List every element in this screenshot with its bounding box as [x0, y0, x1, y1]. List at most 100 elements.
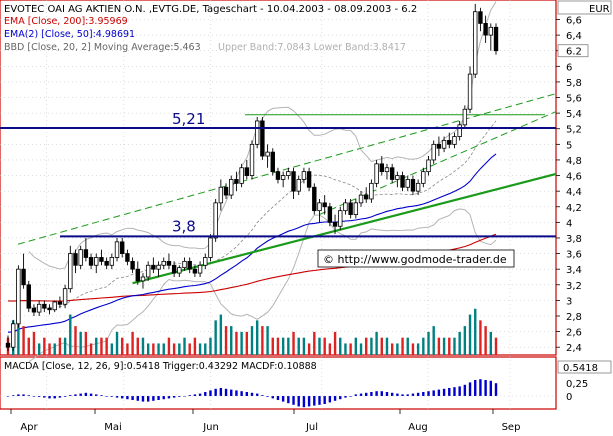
candle-body — [57, 301, 63, 305]
volume-bar — [172, 343, 176, 355]
volume-bar — [224, 326, 228, 355]
y-tick-label: 3 — [566, 296, 572, 307]
macd-bar — [453, 387, 456, 396]
macd-bar — [313, 396, 316, 406]
volume-bar — [219, 314, 223, 355]
macd-bar — [219, 388, 223, 396]
volume-bar — [141, 337, 145, 355]
y-tick-label: 3,4 — [566, 265, 582, 276]
volume-bar — [359, 343, 363, 355]
macd-bar — [126, 396, 129, 400]
volume-bar — [63, 337, 67, 355]
volume-bar — [474, 308, 477, 355]
macd-bar — [365, 392, 368, 396]
macd-bar — [323, 396, 326, 404]
volume-bar — [121, 337, 124, 355]
macd-bar — [209, 390, 212, 396]
volume-bar — [53, 343, 56, 355]
candle-body — [436, 143, 442, 149]
x-tick-label: Apr — [20, 422, 38, 433]
candle-body — [488, 26, 494, 36]
macd-bar — [484, 380, 487, 396]
macd-bar — [458, 386, 461, 396]
candle-body — [145, 264, 151, 278]
volume-bar — [146, 343, 150, 355]
y-tick-label: 3,8 — [566, 234, 582, 245]
candle-body — [395, 175, 400, 180]
volume-bar — [297, 337, 300, 355]
candle-body — [317, 202, 322, 212]
candle-body — [192, 268, 198, 274]
macd-bar — [17, 394, 20, 396]
candle-body — [389, 167, 395, 180]
candle-body — [78, 249, 83, 266]
watermark-text: © http://www.godmode-trader.de — [323, 253, 507, 266]
macd-bar — [375, 391, 378, 396]
volume-bar — [349, 343, 352, 355]
volume-bar — [48, 343, 51, 355]
x-tick-label: Jul — [305, 422, 318, 433]
macd-bar — [27, 395, 30, 396]
candle-body — [306, 171, 312, 188]
candle-body — [327, 206, 333, 223]
y-tick-label: 4,2 — [566, 203, 582, 214]
volume-bar — [58, 337, 62, 355]
candle-body — [353, 202, 359, 215]
volume-bar — [69, 314, 72, 355]
volume-bar — [152, 343, 155, 355]
volume-bar — [84, 331, 88, 355]
candle-body — [47, 307, 52, 311]
volume-bar — [255, 320, 259, 355]
candle-body — [83, 249, 89, 258]
macd-bar — [193, 394, 197, 396]
candle-body — [21, 268, 26, 286]
macd-bar — [89, 393, 93, 396]
volume-bar — [318, 337, 321, 355]
candle-body — [10, 323, 16, 348]
volume-bar — [339, 337, 342, 355]
candle-body — [218, 186, 224, 204]
macd-bar — [100, 395, 103, 396]
macd-bar — [442, 388, 446, 396]
y-tick-label: 2,8 — [566, 312, 582, 323]
candle-body — [275, 171, 281, 180]
macd-bar — [188, 395, 191, 396]
chart-text: 2,4 2,6 2,8 3 3,2 3,4 3,6 3,8 4 4,2 4,4 4,6 4,8 5 5,2 5… — [4, 0, 612, 433]
candle-body — [291, 171, 296, 192]
volume-bar — [79, 331, 82, 355]
x-tick-label: Sep — [502, 422, 521, 433]
candle-body — [265, 151, 270, 157]
volume-bar — [458, 331, 461, 355]
macd-bar — [411, 393, 415, 396]
macd-bar — [406, 394, 409, 396]
candle-body — [467, 73, 473, 110]
candle-body — [286, 171, 291, 176]
volume-bar — [328, 343, 332, 355]
volume-bar — [105, 337, 108, 355]
candle-body — [260, 120, 265, 157]
moving-average — [28, 120, 497, 308]
axes — [10, 19, 560, 414]
macd-bar — [302, 396, 306, 408]
candle-body — [130, 260, 135, 270]
volume-bar — [43, 337, 46, 355]
candle-body — [73, 253, 78, 266]
macd-bar — [427, 391, 430, 396]
macd-bar — [22, 394, 25, 396]
macd-bar — [396, 393, 399, 396]
volume-bar — [432, 326, 435, 355]
volume-bar — [178, 343, 181, 355]
macd-bar — [178, 396, 181, 397]
y-tick-label: 5,6 — [566, 94, 582, 105]
volume-bar — [302, 337, 306, 355]
macd-histogram — [0, 379, 556, 408]
annotation-level-upper: 5,21 — [172, 110, 205, 128]
candle-body — [280, 175, 286, 180]
volume-bar — [198, 343, 202, 355]
horizontal-levels — [0, 126, 556, 238]
macd-tick-label: 0 — [566, 392, 572, 403]
candles — [5, 3, 499, 352]
macd-bar — [224, 388, 228, 396]
candle-body — [249, 143, 255, 176]
legend-entry: EMA [Close, 200]:3.95969 — [4, 16, 128, 27]
